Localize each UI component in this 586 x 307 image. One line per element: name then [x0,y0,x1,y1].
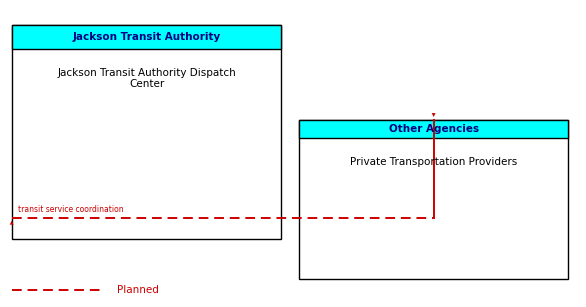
Text: Jackson Transit Authority: Jackson Transit Authority [73,32,220,42]
Text: Private Transportation Providers: Private Transportation Providers [350,157,517,166]
Text: Planned: Planned [117,285,159,295]
Text: Jackson Transit Authority Dispatch
Center: Jackson Transit Authority Dispatch Cente… [57,68,236,89]
Text: transit service coordination: transit service coordination [18,205,123,214]
Text: Other Agencies: Other Agencies [389,124,479,134]
Bar [12,25,281,239]
Bar [299,120,568,138]
Bar [12,25,281,49]
Bar [299,120,568,279]
